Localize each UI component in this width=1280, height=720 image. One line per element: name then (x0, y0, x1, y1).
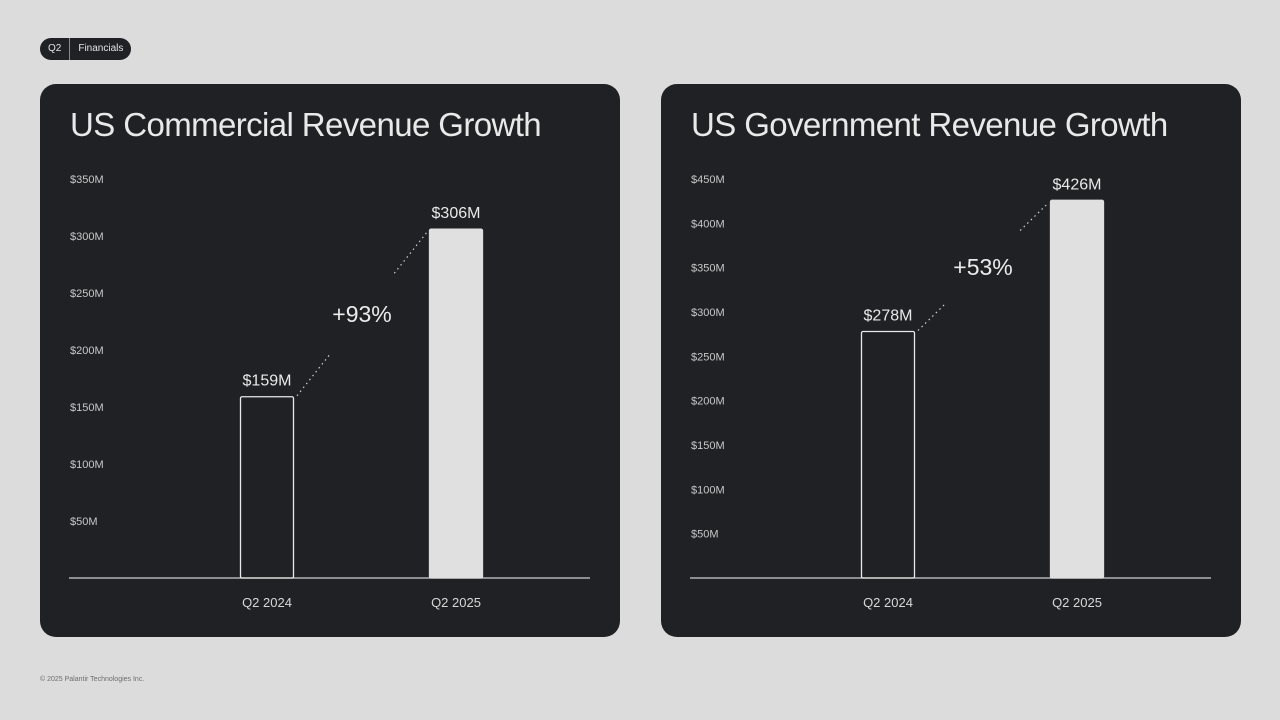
bar-q2-2024 (860, 330, 916, 579)
bar-q2-2025 (1049, 199, 1105, 579)
value-label: $278M (864, 308, 913, 325)
bar-q2-2024 (239, 396, 295, 579)
y-tick-label: $150M (691, 440, 725, 452)
value-label: $426M (1053, 176, 1102, 193)
y-tick-label: $50M (70, 516, 98, 528)
y-tick-label: $350M (70, 174, 104, 186)
copyright-footer: © 2025 Palantir Technologies Inc. (40, 676, 145, 683)
value-label: $306M (432, 205, 481, 222)
y-tick-label: $250M (691, 351, 725, 363)
y-tick-label: $100M (691, 484, 725, 496)
growth-connector (917, 302, 947, 331)
y-tick-label: $200M (691, 396, 725, 408)
y-tick-label: $450M (691, 174, 725, 186)
commercial-chart-card: US Commercial Revenue Growth $50M $100M $1… (40, 84, 620, 637)
quarter-label: Q2 (48, 43, 62, 54)
bar-q2-2025 (428, 228, 484, 579)
y-tick-label: $200M (70, 345, 104, 357)
growth-label: +53% (953, 254, 1012, 280)
y-tick-label: $100M (70, 459, 104, 471)
y-tick-label: $250M (70, 288, 104, 300)
government-chart-card: US Government Revenue Growth $50M $100M $1… (661, 84, 1241, 637)
x-tick-label: Q2 2024 (863, 595, 913, 610)
x-tick-label: Q2 2025 (1052, 595, 1102, 610)
y-tick-label: $300M (70, 231, 104, 243)
value-label: $159M (243, 373, 292, 390)
y-tick-label: $400M (691, 218, 725, 230)
government-bar-chart: $50M $100M $150M $200M $250M $300M $350M $400M $… (690, 174, 1211, 610)
growth-connector (1019, 202, 1049, 231)
y-tick-label: $150M (70, 402, 104, 414)
section-label: Financials (78, 43, 124, 54)
tag-divider (69, 38, 71, 60)
commercial-bar-chart: $50M $100M $150M $200M $250M $300M $350M $159M Q… (69, 174, 590, 610)
section-tag: Q2 Financials (40, 38, 132, 60)
growth-connector (296, 354, 331, 397)
chart-title: US Government Revenue Growth (691, 106, 1168, 143)
y-tick-label: $350M (691, 263, 725, 275)
growth-label: +93% (332, 301, 391, 327)
y-tick-label: $50M (691, 529, 719, 541)
growth-connector (393, 231, 428, 274)
chart-title: US Commercial Revenue Growth (70, 106, 542, 143)
x-tick-label: Q2 2024 (242, 595, 292, 610)
y-tick-label: $300M (691, 307, 725, 319)
x-tick-label: Q2 2025 (431, 595, 481, 610)
